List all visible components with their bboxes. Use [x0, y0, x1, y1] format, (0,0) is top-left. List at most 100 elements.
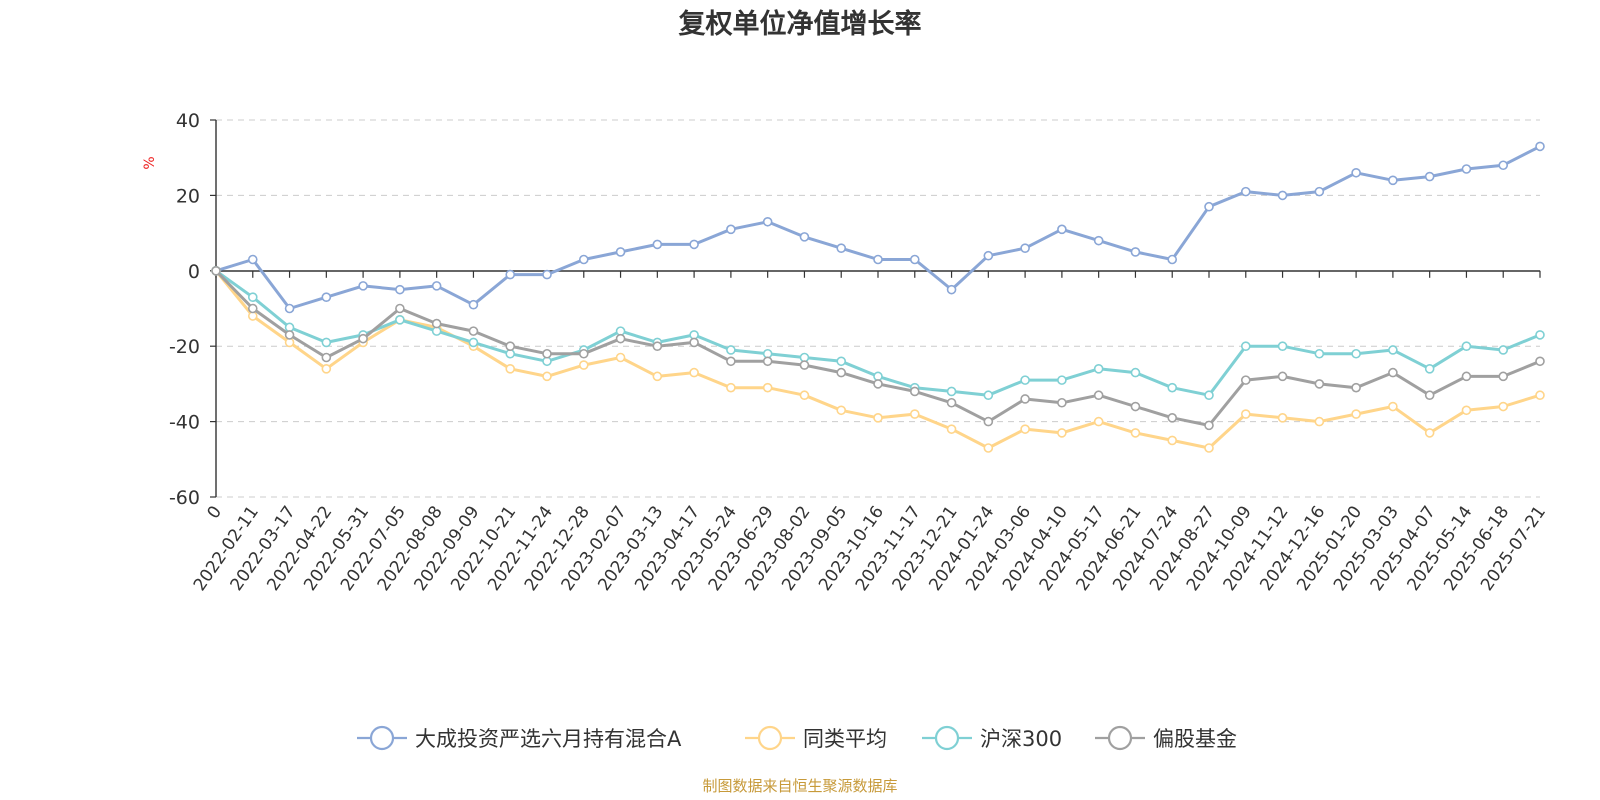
data-point	[1277, 371, 1288, 382]
y-tick-label: -20	[169, 336, 200, 358]
data-point	[1167, 382, 1178, 393]
y-tick-label: 0	[188, 261, 200, 283]
data-point	[578, 254, 589, 265]
data-point	[799, 232, 810, 242]
y-tick-label: -60	[169, 487, 200, 509]
data-point	[1204, 420, 1214, 431]
data-point	[726, 224, 736, 235]
y-tick-label: 40	[176, 110, 200, 132]
data-point	[1424, 390, 1435, 401]
data-point	[578, 348, 589, 359]
data-point	[1130, 367, 1141, 378]
data-point	[1351, 167, 1361, 178]
data-point	[1498, 345, 1509, 355]
legend-marker-icon	[934, 725, 960, 751]
data-point	[836, 356, 847, 367]
data-point	[1240, 375, 1251, 385]
data-point	[1277, 413, 1288, 423]
data-point	[1351, 348, 1361, 359]
data-point	[726, 382, 736, 393]
data-point	[762, 216, 773, 227]
data-point	[247, 292, 258, 302]
data-point	[1314, 186, 1325, 197]
data-point	[431, 318, 442, 329]
data-point	[211, 265, 221, 276]
data-point	[542, 348, 552, 359]
data-point	[615, 247, 626, 257]
data-point	[1388, 175, 1398, 186]
data-point	[247, 254, 258, 265]
data-point	[1240, 186, 1251, 197]
data-point	[1535, 390, 1545, 401]
legend-marker-icon	[757, 725, 783, 751]
data-point	[395, 303, 405, 314]
data-point	[983, 390, 994, 401]
chart-title: 复权单位净值增长率	[679, 8, 922, 40]
data-point	[909, 254, 920, 265]
data-point	[468, 326, 479, 336]
data-point	[1020, 394, 1030, 404]
data-point	[321, 292, 332, 302]
x-axis-labels: 02022-02-112022-03-172022-04-222022-05-3…	[190, 502, 1550, 594]
data-point	[1388, 345, 1398, 355]
data-point	[1093, 364, 1104, 374]
legend-label: 沪深300	[980, 727, 1062, 751]
data-point	[1351, 409, 1361, 419]
legend-item[interactable]: 沪深300	[922, 725, 1062, 751]
data-point	[1204, 201, 1214, 212]
data-point	[1535, 356, 1545, 367]
data-point	[1424, 171, 1435, 182]
legend-item[interactable]: 偏股基金	[1095, 725, 1237, 751]
data-point	[946, 386, 957, 397]
data-point	[909, 386, 920, 397]
data-point	[468, 337, 479, 348]
data-point	[1351, 382, 1361, 393]
data-point	[284, 330, 295, 340]
data-point	[358, 281, 368, 291]
series-line	[214, 269, 1541, 427]
data-point	[284, 303, 295, 314]
data-point	[652, 239, 663, 250]
data-point	[1020, 424, 1030, 434]
series-1	[211, 141, 1545, 314]
data-point	[1167, 254, 1178, 265]
data-point	[946, 397, 957, 408]
x-tick-label: 0	[204, 502, 227, 522]
data-point	[946, 284, 957, 295]
series-2	[211, 265, 1545, 453]
data-point	[578, 360, 589, 370]
data-point	[1167, 413, 1178, 423]
legend-item[interactable]: 同类平均	[745, 725, 887, 751]
data-point	[505, 364, 516, 374]
data-point	[395, 315, 405, 325]
data-point	[1461, 164, 1472, 174]
data-point	[1277, 190, 1288, 201]
legend: 大成投资严选六月持有混合A 同类平均 沪深300 偏股基金	[357, 725, 1237, 751]
data-point	[1535, 330, 1545, 340]
series-lines	[211, 141, 1545, 453]
data-point	[542, 371, 552, 382]
data-point	[1240, 409, 1251, 419]
data-point	[1314, 379, 1325, 389]
x-axis-ticks	[215, 270, 1541, 278]
legend-marker-icon	[1107, 725, 1133, 751]
data-point	[1130, 247, 1141, 257]
data-point	[1093, 390, 1104, 401]
data-point	[1388, 367, 1398, 378]
data-point	[726, 356, 736, 367]
data-point	[689, 367, 699, 378]
legend-label: 大成投资严选六月持有混合A	[415, 727, 682, 751]
data-point	[1057, 375, 1067, 385]
data-point	[836, 243, 847, 253]
data-point	[1388, 401, 1398, 412]
data-point	[615, 333, 626, 344]
data-point	[1498, 371, 1509, 382]
data-point	[468, 299, 479, 310]
data-point	[395, 284, 405, 295]
data-point	[983, 443, 994, 453]
data-point	[321, 364, 332, 374]
data-point	[836, 367, 847, 378]
legend-item[interactable]: 大成投资严选六月持有混合A	[357, 725, 682, 751]
series-4	[211, 265, 1545, 431]
data-point	[1057, 224, 1067, 235]
